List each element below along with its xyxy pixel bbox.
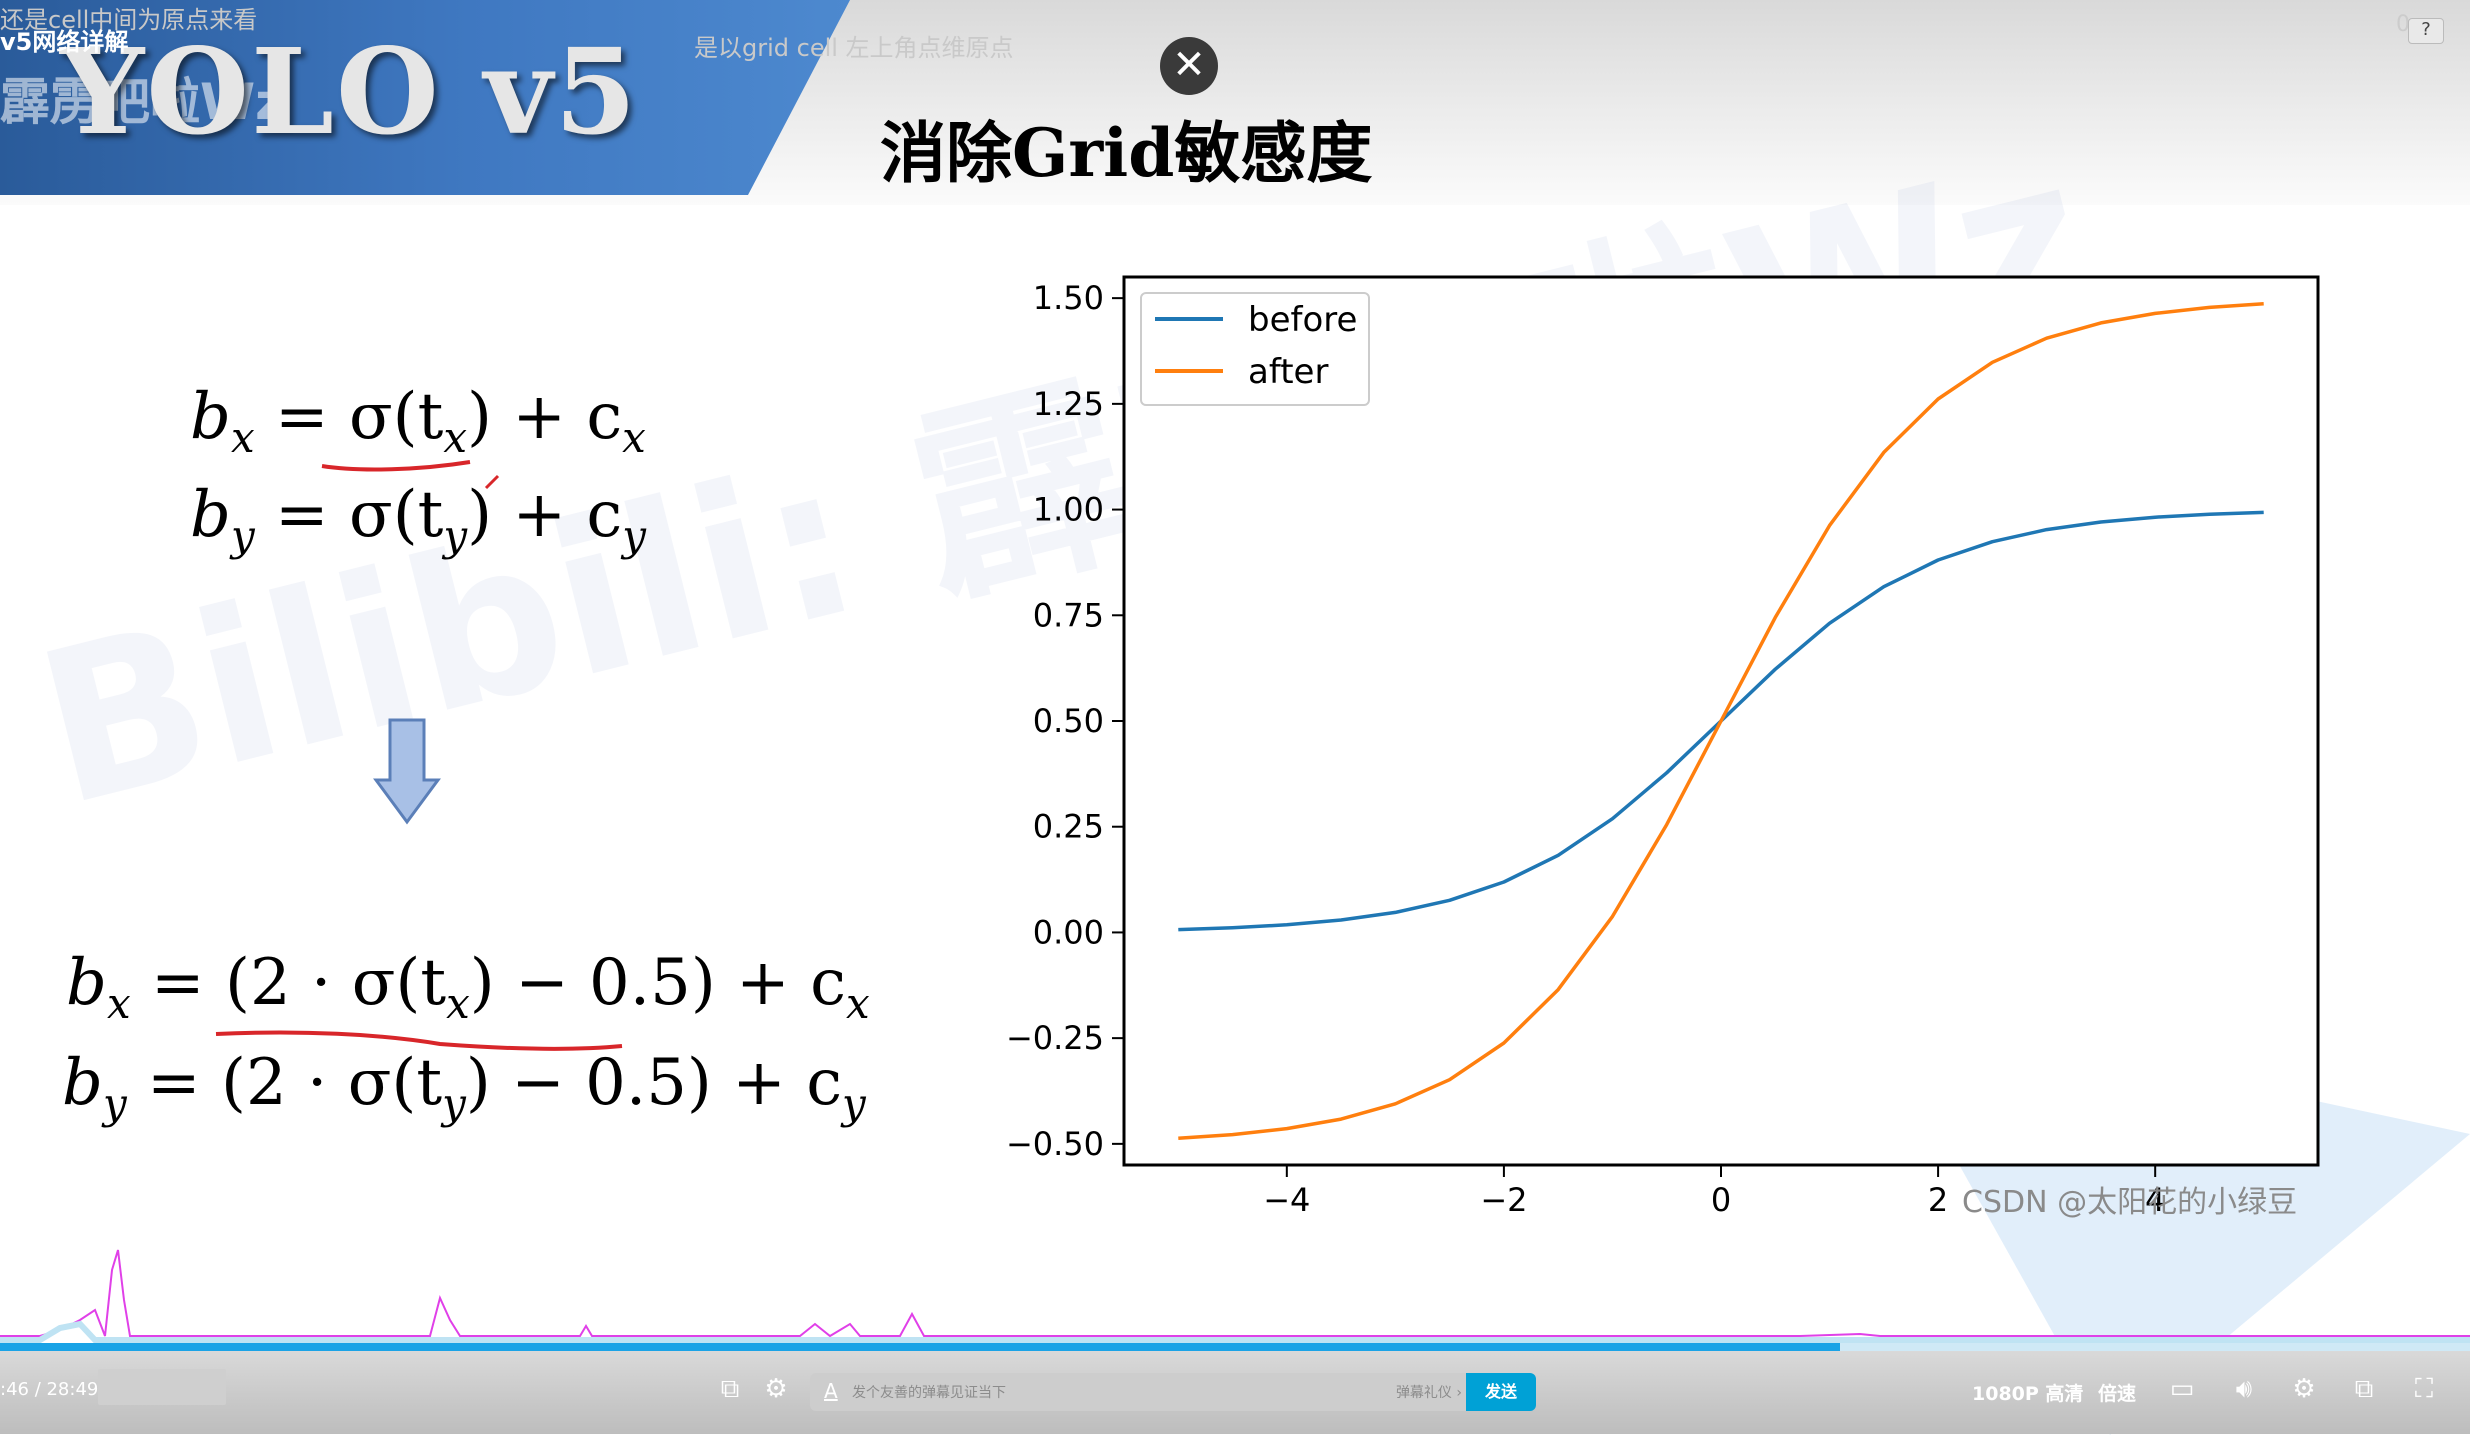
send-button[interactable]: 发送	[1466, 1373, 1536, 1411]
progress-bar[interactable]	[0, 1343, 2470, 1351]
x-tick-label: 0	[1711, 1181, 1731, 1219]
overlay-counter: 0	[2396, 12, 2410, 37]
x-tick-label: 2	[1928, 1181, 1948, 1219]
progress-fill	[0, 1343, 1841, 1351]
picture-in-picture-icon[interactable]: ⧉	[2354, 1374, 2374, 1404]
danmaku-toggle-icon[interactable]: ⧉	[720, 1374, 740, 1404]
y-tick-label: −0.50	[1006, 1125, 1104, 1163]
formula-by-original: by = σ(ty) + cy	[190, 478, 646, 560]
x-tick-label: −2	[1480, 1181, 1527, 1219]
quality-button[interactable]: 1080P 高清	[1972, 1383, 2084, 1405]
y-tick-label: 0.25	[1033, 808, 1104, 846]
close-button[interactable]: ✕	[1160, 37, 1218, 95]
settings-gear-icon[interactable]: ⚙	[2292, 1374, 2316, 1404]
underline-annotation	[321, 460, 471, 472]
danmaku-comment: 是以grid cell 左上角点维原点	[694, 34, 1014, 62]
down-arrow-icon	[373, 718, 441, 825]
subtitle-off-icon[interactable]: ▭	[2169, 1374, 2195, 1404]
y-tick-label: 1.25	[1033, 385, 1104, 423]
danmaku-etiquette-link[interactable]: 弹幕礼仪 ›	[1395, 1385, 1462, 1401]
speed-button[interactable]: 倍速	[2098, 1383, 2137, 1405]
legend-label-after: after	[1248, 352, 1328, 392]
sigmoid-chart: −4 −2 0 2 4 −0.50 −0.25 0.00 0.25 0.50 0.75 1.00 1.2…	[1006, 275, 2320, 1219]
brand-ghost-text: 霹雳吧啦Wz	[0, 73, 285, 131]
csdn-watermark: CSDN @太阳花的小绿豆	[1962, 1185, 2298, 1220]
slide-title: 消除Grid敏感度	[880, 114, 1373, 192]
y-tick-label: 0.50	[1033, 702, 1104, 740]
underline-annotation	[215, 1030, 623, 1051]
x-tick-label: −4	[1263, 1181, 1310, 1219]
slide-brand-title: YOLO v5	[60, 22, 639, 161]
y-tick-label: −0.25	[1006, 1019, 1104, 1057]
danmaku-input-box: A 弹幕礼仪 ›	[810, 1373, 1476, 1411]
pen-annotations	[215, 460, 623, 1051]
danmaku-density-graph	[0, 1249, 2470, 1343]
danmaku-settings-icon[interactable]: ⚙	[764, 1374, 788, 1404]
font-style-icon[interactable]: A	[824, 1379, 838, 1403]
y-tick-label: 0.75	[1033, 596, 1104, 634]
y-tick-label: 1.50	[1033, 279, 1104, 317]
danmaku-comment: 还是cell中间为原点来看	[0, 6, 258, 34]
fullscreen-icon[interactable]: ⛶	[2414, 1374, 2434, 1404]
volume-icon[interactable]: 🔊︎	[2235, 1374, 2253, 1404]
video-title: v5网络详解	[0, 28, 129, 56]
slide-header-banner	[0, 0, 850, 195]
x-tick-label: 4	[2145, 1181, 2165, 1219]
y-tick-label: 0.00	[1033, 913, 1104, 951]
time-preview-thumbnail	[98, 1369, 226, 1405]
series-line-after	[1178, 302, 2264, 1140]
danmaku-input[interactable]	[850, 1381, 1314, 1405]
formula-bx-original: bx = σ(tx) + cx	[190, 380, 646, 462]
y-tick-label: 1.00	[1033, 491, 1104, 529]
question-icon: ?	[2421, 19, 2431, 40]
formula-bx-modified: bx = (2 · σ(tx) − 0.5) + cx	[66, 946, 870, 1028]
legend-label-before: before	[1248, 300, 1357, 340]
help-button[interactable]: ?	[2408, 18, 2444, 44]
formula-by-modified: by = (2 · σ(ty) − 0.5) + cy	[62, 1046, 866, 1128]
pen-mark-annotation	[484, 474, 500, 490]
player-control-bar: :46 / 28:49 ⧉ ⚙ A 弹幕礼仪 › 发送 1080P 高清 倍速 …	[0, 1351, 2470, 1434]
time-display: :46 / 28:49	[0, 1379, 99, 1400]
close-icon: ✕	[1172, 42, 1206, 88]
